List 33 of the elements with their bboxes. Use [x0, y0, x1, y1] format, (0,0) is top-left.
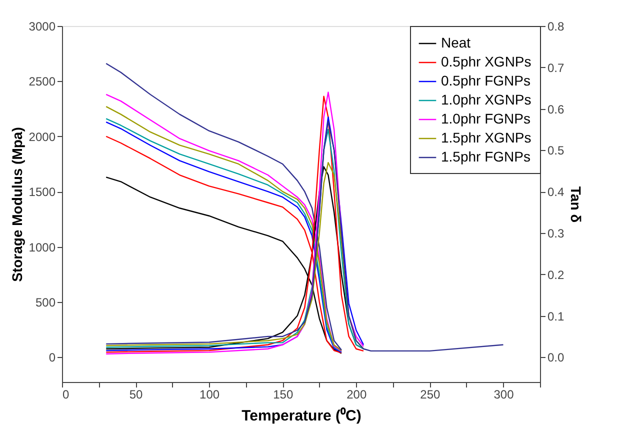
y2-tick-label: 0.7 — [548, 60, 565, 75]
y-tick-label: 2500 — [28, 74, 56, 89]
y-tick-label: 0 — [48, 350, 56, 365]
x-tick-label: 250 — [420, 388, 441, 402]
x-tick-label: 150 — [273, 388, 294, 402]
legend-label: 1.0phr FGNPs — [441, 110, 530, 126]
x-tick-label: 50 — [129, 388, 144, 402]
legend-label: 1.5phr FGNPs — [441, 148, 530, 164]
y2-tick-label: 0.6 — [548, 102, 565, 116]
x-tick-label: 300 — [494, 388, 514, 402]
y2-tick-label: 0.1 — [548, 309, 565, 324]
y2-tick-label: 0.5 — [548, 144, 565, 158]
y2-tick-label: 0.8 — [548, 20, 565, 34]
y2-tick-label: 0.0 — [548, 350, 565, 365]
x-tick-label: 0 — [62, 388, 70, 402]
y-tick-label: 1500 — [28, 185, 56, 200]
legend-label: 0.5phr XGNPs — [441, 54, 532, 70]
y-tick-label: 500 — [35, 295, 56, 310]
y2-tick-label: 0.4 — [548, 185, 565, 200]
x-axis-title: Temperature (⁰C) — [242, 406, 362, 424]
y-tick-label: 3000 — [28, 20, 56, 34]
y2-tick-label: 0.2 — [548, 268, 565, 282]
y2-tick-label: 0.3 — [548, 226, 565, 240]
legend-label: 0.5phr FGNPs — [441, 72, 530, 88]
y2-axis-title: Tan δ — [568, 186, 584, 223]
x-tick-label: 200 — [346, 388, 367, 402]
y-tick-label: 1000 — [28, 240, 56, 254]
legend-label: Neat — [441, 34, 471, 50]
legend-label: 1.0phr XGNPs — [441, 92, 532, 108]
y-tick-label: 2000 — [28, 130, 56, 144]
legend-label: 1.5phr XGNPs — [441, 130, 532, 146]
x-tick-label: 100 — [200, 388, 220, 402]
y-axis-title: Storage Modulus (Mpa) — [8, 127, 25, 282]
